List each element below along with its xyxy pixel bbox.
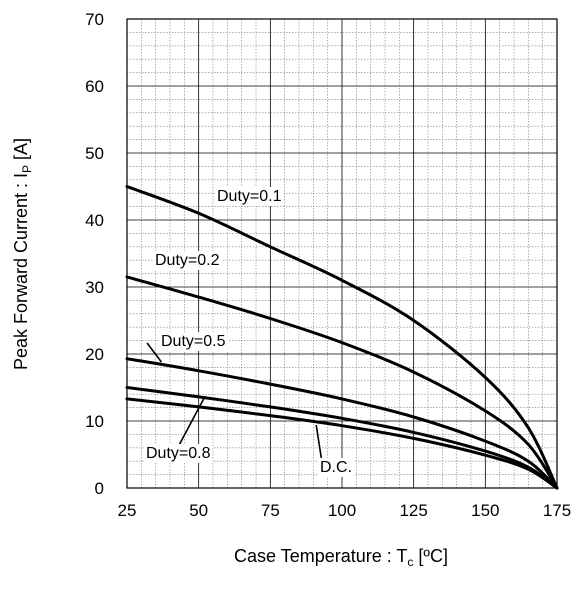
curve-duty-0-1 [125, 185, 559, 490]
y-tick-label: 70 [85, 10, 104, 29]
plot-area [126, 18, 558, 489]
curve-d-c [125, 397, 559, 490]
curve-label-duty-0-8: Duty=0.8 [146, 445, 211, 462]
curve-label-background [318, 458, 354, 477]
label-leader-line [315, 424, 323, 463]
x-tick-label: 100 [328, 501, 356, 520]
curve-label-duty-0-2: Duty=0.2 [155, 252, 220, 269]
curve-label-background [144, 444, 213, 463]
label-leaders [146, 342, 323, 463]
x-tick-label: 25 [118, 501, 137, 520]
y-tick-label: 50 [85, 144, 104, 163]
y-tick-label: 40 [85, 211, 104, 230]
x-tick-label: 75 [261, 501, 280, 520]
curve-duty-0-5 [125, 357, 559, 490]
curve-labels: Duty=0.1 Duty=0.2 Duty=0.5 Duty=0.8 D.C. [144, 187, 354, 477]
y-tick-label: 0 [95, 479, 104, 498]
curves [125, 185, 559, 490]
curve-label-background [153, 251, 222, 270]
x-tick-label: 50 [189, 501, 208, 520]
curve-label-background [215, 187, 284, 206]
curve-duty-0-8 [125, 386, 559, 490]
label-leader-line [177, 397, 206, 447]
curve-label-background [159, 332, 228, 351]
y-axis-title: Peak Forward Current : IP [A] [11, 138, 34, 370]
x-axis-title: Case Temperature : Tc [ºC] [234, 546, 448, 569]
y-tick-labels: 0 10 20 30 40 50 60 70 [85, 10, 104, 498]
y-tick-label: 30 [85, 278, 104, 297]
y-tick-label: 20 [85, 345, 104, 364]
x-tick-label: 125 [399, 501, 427, 520]
x-tick-label: 150 [471, 501, 499, 520]
curve-label-duty-0-5: Duty=0.5 [161, 333, 226, 350]
label-leader-line [146, 342, 163, 363]
y-tick-label: 60 [85, 77, 104, 96]
x-tick-label: 175 [543, 501, 571, 520]
curve-label-duty-0-1: Duty=0.1 [217, 188, 282, 205]
curve-duty-0-2 [125, 275, 559, 490]
x-tick-labels: 25 50 75 100 125 150 175 [118, 501, 572, 520]
curve-label-d-c: D.C. [320, 459, 352, 476]
y-tick-label: 10 [85, 412, 104, 431]
